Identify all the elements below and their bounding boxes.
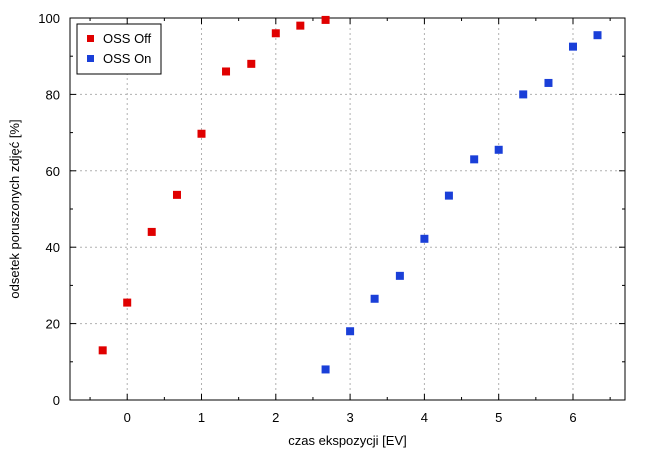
x-axis-label: czas ekspozycji [EV]	[288, 433, 407, 448]
data-point-series-2	[444, 191, 453, 200]
data-point-series-2	[395, 271, 404, 280]
data-point-series-2	[346, 327, 355, 336]
data-point-series-2	[470, 155, 479, 164]
data-point-series-1	[197, 129, 206, 138]
legend-box	[76, 23, 162, 75]
data-point-series-2	[593, 31, 602, 40]
legend-label: OSS On	[103, 51, 151, 66]
data-point-series-2	[519, 90, 528, 99]
data-point-series-2	[494, 145, 503, 154]
data-point-series-1	[321, 15, 330, 24]
data-point-series-1	[98, 346, 107, 355]
x-tick-label: 1	[198, 410, 205, 425]
legend-marker	[87, 35, 94, 42]
data-point-series-2	[568, 42, 577, 51]
x-tick-label: 4	[421, 410, 428, 425]
y-tick-label: 100	[38, 11, 60, 26]
x-tick-label: 2	[272, 410, 279, 425]
grid	[70, 18, 625, 400]
data-point-series-1	[247, 59, 256, 68]
data-point-series-1	[296, 21, 305, 30]
y-axis-label: odsetek poruszonych zdjęć [%]	[7, 119, 22, 298]
y-tick-label: 80	[46, 87, 60, 102]
data-point-series-2	[544, 78, 553, 87]
y-tick-label: 0	[53, 393, 60, 408]
data-point-series-1	[271, 29, 280, 38]
x-tick-label: 6	[569, 410, 576, 425]
data-point-series-2	[420, 234, 429, 243]
x-tick-label: 3	[346, 410, 353, 425]
data-point-series-1	[123, 298, 132, 307]
y-tick-label: 40	[46, 240, 60, 255]
plot-frame	[69, 17, 626, 401]
data-point-series-2	[321, 365, 330, 374]
data-points	[98, 15, 602, 374]
data-point-series-1	[222, 67, 231, 76]
y-tick-label: 20	[46, 317, 60, 332]
data-point-series-2	[370, 294, 379, 303]
data-point-series-1	[147, 227, 156, 236]
data-point-series-1	[172, 190, 181, 199]
legend-marker	[87, 55, 94, 62]
x-tick-label: 5	[495, 410, 502, 425]
legend-label: OSS Off	[103, 31, 152, 46]
legend: OSS Off OSS On	[76, 23, 162, 75]
y-tick-label: 60	[46, 164, 60, 179]
x-tick-label: 0	[124, 410, 131, 425]
